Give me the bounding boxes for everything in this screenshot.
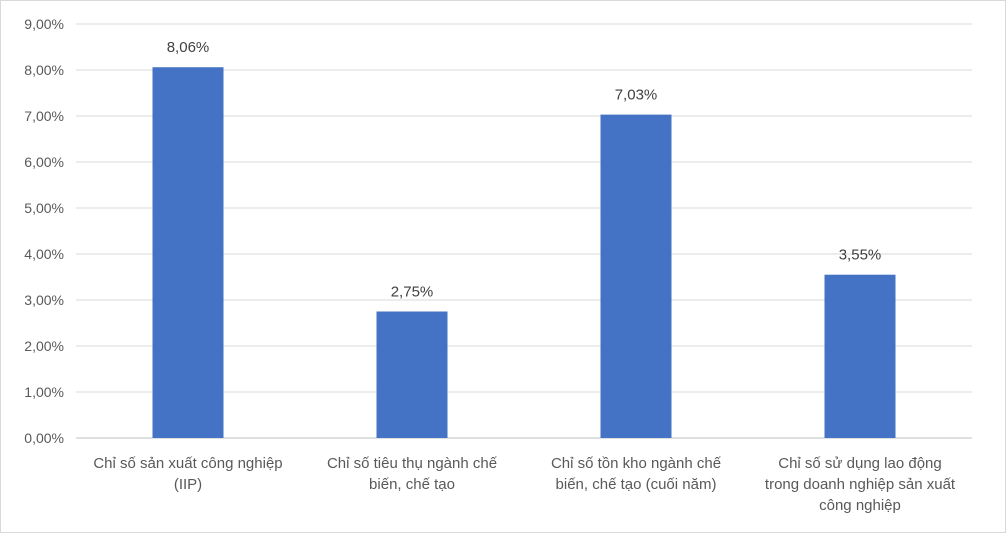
- data-label: 2,75%: [391, 284, 434, 301]
- category-label: Chỉ số tồn kho ngành chế: [551, 455, 722, 472]
- bar: [824, 274, 896, 438]
- y-tick-label: 6,00%: [24, 154, 64, 170]
- category-label: công nghiệp: [819, 497, 901, 514]
- y-tick-label: 8,00%: [24, 62, 64, 78]
- data-label: 3,55%: [839, 247, 882, 264]
- data-label: 8,06%: [167, 39, 210, 56]
- gridlines: [76, 23, 972, 439]
- category-label: Chỉ số sử dụng lao động: [778, 455, 941, 472]
- y-tick-label: 9,00%: [24, 16, 64, 32]
- y-tick-label: 2,00%: [24, 338, 64, 354]
- x-axis-categories: Chỉ số sản xuất công nghiệp (IIP) Chỉ số t…: [93, 455, 956, 514]
- y-tick-label: 3,00%: [24, 292, 64, 308]
- y-axis-ticks: 0,00% 1,00% 2,00% 3,00% 4,00% 5,00% 6,00% 7,00%…: [24, 16, 64, 446]
- y-tick-label: 7,00%: [24, 108, 64, 124]
- category-label: Chỉ số sản xuất công nghiệp: [93, 455, 282, 472]
- category-label: biến, chế tạo: [369, 476, 455, 493]
- category-label: trong doanh nghiệp sản xuất: [765, 476, 956, 493]
- data-labels: 8,06% 2,75% 7,03% 3,55%: [167, 39, 882, 300]
- category-label: biến, chế tạo (cuối năm): [556, 476, 717, 493]
- data-label: 7,03%: [615, 87, 658, 104]
- bar: [152, 67, 224, 439]
- bars: [152, 67, 896, 439]
- y-tick-label: 5,00%: [24, 200, 64, 216]
- category-label: Chỉ số tiêu thụ ngành chế: [327, 455, 498, 472]
- category-label: (IIP): [174, 476, 202, 493]
- bar: [376, 311, 448, 438]
- y-tick-label: 4,00%: [24, 246, 64, 262]
- y-tick-label: 0,00%: [24, 430, 64, 446]
- bar: [600, 114, 672, 439]
- y-tick-label: 1,00%: [24, 384, 64, 400]
